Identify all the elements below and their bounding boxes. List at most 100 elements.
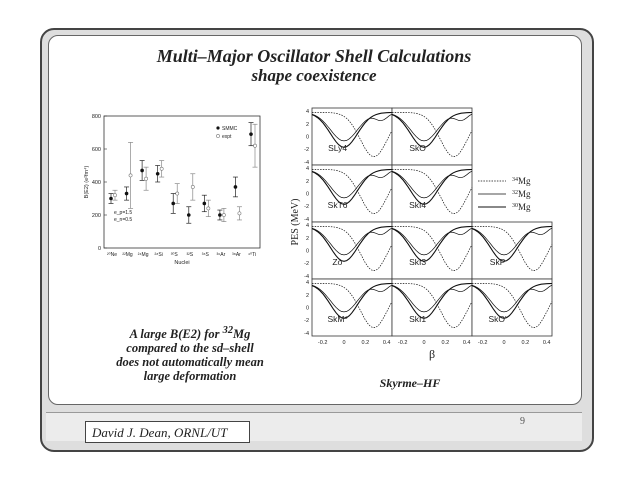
pes-xtick-label: 0.2: [442, 340, 450, 346]
curve-32mg: [391, 227, 473, 256]
smmc-point: [186, 213, 191, 217]
pes-legend-superscript: 32: [512, 190, 518, 196]
pes-xtick-label: 0: [502, 340, 505, 346]
be2-xtick-label: ²²Mg: [122, 252, 132, 258]
pes-legend-element: Mg: [518, 189, 531, 199]
expt-point: [159, 166, 164, 171]
legend-expt-label: expt: [222, 134, 232, 140]
curve-32mg: [311, 227, 393, 256]
curve-34mg: [472, 283, 553, 329]
slide-title: Multi–Major Oscillator Shell Calculation…: [156, 46, 472, 66]
caption-line-4: large deformation: [143, 369, 237, 384]
pes-panel: SkO: [391, 107, 473, 166]
curve-32mg: [391, 113, 473, 142]
caption-line-2: compared to the sd–shell: [126, 341, 254, 356]
caption-line-1-suffix: Mg: [233, 327, 251, 342]
pes-ytick-label: -4: [304, 160, 309, 166]
pes-legend-label: 30Mg: [512, 202, 531, 212]
annotation-en: e_n=0.5: [114, 217, 132, 223]
be2-xtick-label: ³⁰S: [171, 252, 179, 258]
smmc-point: [202, 201, 207, 206]
pes-legend-element: Mg: [518, 176, 531, 186]
pes-panel: Zσ 4 2 0 -2 -4: [304, 221, 393, 280]
curve-30mg: [391, 168, 473, 205]
pes-panel-frame: [311, 164, 393, 223]
pes-xtick-label: 0: [422, 340, 425, 346]
pes-panel-label: SkI3: [409, 257, 426, 267]
caption-line-1-superscript: 32: [222, 325, 234, 336]
curve-32mg: [311, 113, 393, 142]
pes-ytick-label: -2: [304, 261, 309, 267]
curve-30mg: [471, 225, 553, 262]
annotation-ep: e_p=1.5: [114, 210, 132, 216]
curve-32mg: [311, 284, 393, 313]
legend-expt-marker: [216, 134, 220, 138]
slide-subtitle: shape coexistence: [251, 66, 377, 85]
pes-xtick-label: 0.2: [522, 340, 530, 346]
pes-ytick-label: 0: [306, 306, 309, 312]
expt-point: [221, 213, 226, 217]
curve-32mg: [471, 284, 553, 313]
pes-ytick-label: 2: [306, 236, 309, 242]
pes-panel-label: Zσ: [332, 257, 343, 267]
expt-point: [190, 185, 195, 189]
legend-smmc-marker: [216, 126, 220, 130]
be2-ytick-label: 600: [92, 147, 101, 153]
be2-chart: 0 200 400 600 800 B(E2) (e²fm⁴) Nuclei ²⁰Ne ²²Mg…: [83, 114, 261, 266]
pes-grid-chart: SLy4420-2-4SkOSkT6420-2-4SkI4Zσ420-2-4Sk…: [290, 107, 553, 361]
curve-30mg: [391, 282, 473, 319]
pes-panel: SkO' -0.2 0 0.2 0.4: [471, 278, 553, 346]
pes-panel-label: SkO: [409, 143, 426, 153]
smmc-point: [233, 185, 238, 189]
pes-legend-label: 34Mg: [512, 176, 531, 186]
pes-xtick-label: 0.4: [463, 340, 471, 346]
smmc-point: [140, 168, 144, 173]
pes-legend-label: 32Mg: [512, 189, 531, 199]
pes-legend-superscript: 30: [512, 203, 518, 209]
pes-ylabel: PES (MeV): [290, 199, 301, 246]
smmc-point: [109, 196, 113, 201]
pes-ytick-label: 4: [306, 109, 309, 115]
pes-ytick-label: 2: [306, 179, 309, 185]
smmc-point: [249, 132, 253, 136]
curve-34mg: [312, 283, 393, 329]
be2-xtick-label: ²⁸Si: [155, 252, 163, 258]
legend-smmc-label: SMMC: [222, 126, 238, 132]
caption-line-1-prefix: A large B(E2) for: [129, 327, 223, 342]
expt-point: [128, 173, 133, 178]
be2-xtick-label: ³²S: [186, 252, 193, 258]
author-label: David J. Dean, ORNL/UT: [85, 421, 250, 443]
pes-xtick-label: 0: [342, 340, 345, 346]
pes-panel-label: SkT6: [328, 200, 348, 210]
curve-34mg: [392, 112, 473, 158]
pes-panel-label: SkI4: [409, 200, 426, 210]
curve-30mg: [471, 282, 553, 319]
caption-text: A large B(E2) for 32Mg compared to the s…: [90, 324, 290, 383]
pes-xlabel: β: [429, 347, 435, 361]
curve-30mg: [391, 225, 473, 262]
curve-34mg: [312, 112, 393, 158]
pes-panel: SkT6 4 2 0 -2 -4: [304, 164, 393, 223]
pes-panel: SkI1 -0.2 0 0.2 0.4: [391, 278, 473, 346]
pes-panel: SkI3: [391, 221, 473, 280]
curve-32mg: [471, 227, 553, 256]
curve-30mg: [311, 225, 393, 262]
be2-xtick-label: ²⁴Mg: [138, 252, 149, 258]
pes-panel-frame: [391, 107, 473, 166]
pes-ytick-label: -4: [304, 331, 309, 337]
pes-ytick-label: 4: [306, 223, 309, 229]
curve-30mg: [311, 111, 393, 148]
curve-32mg: [311, 170, 393, 199]
pes-panel-label: SkO': [489, 314, 508, 324]
be2-ytick-label: 0: [98, 246, 101, 252]
curve-34mg: [392, 226, 473, 272]
be2-xtick-label: ³⁶Ar: [217, 252, 226, 258]
pes-ytick-label: -2: [304, 318, 309, 324]
pes-xtick-label: -0.2: [398, 340, 407, 346]
pes-ytick-label: 4: [306, 280, 309, 286]
pes-ytick-label: 0: [306, 135, 309, 141]
be2-xlabel: Nuclei: [174, 260, 189, 266]
pes-xtick-label: 0.4: [543, 340, 551, 346]
pes-ytick-label: 0: [306, 249, 309, 255]
expt-point: [237, 211, 242, 216]
